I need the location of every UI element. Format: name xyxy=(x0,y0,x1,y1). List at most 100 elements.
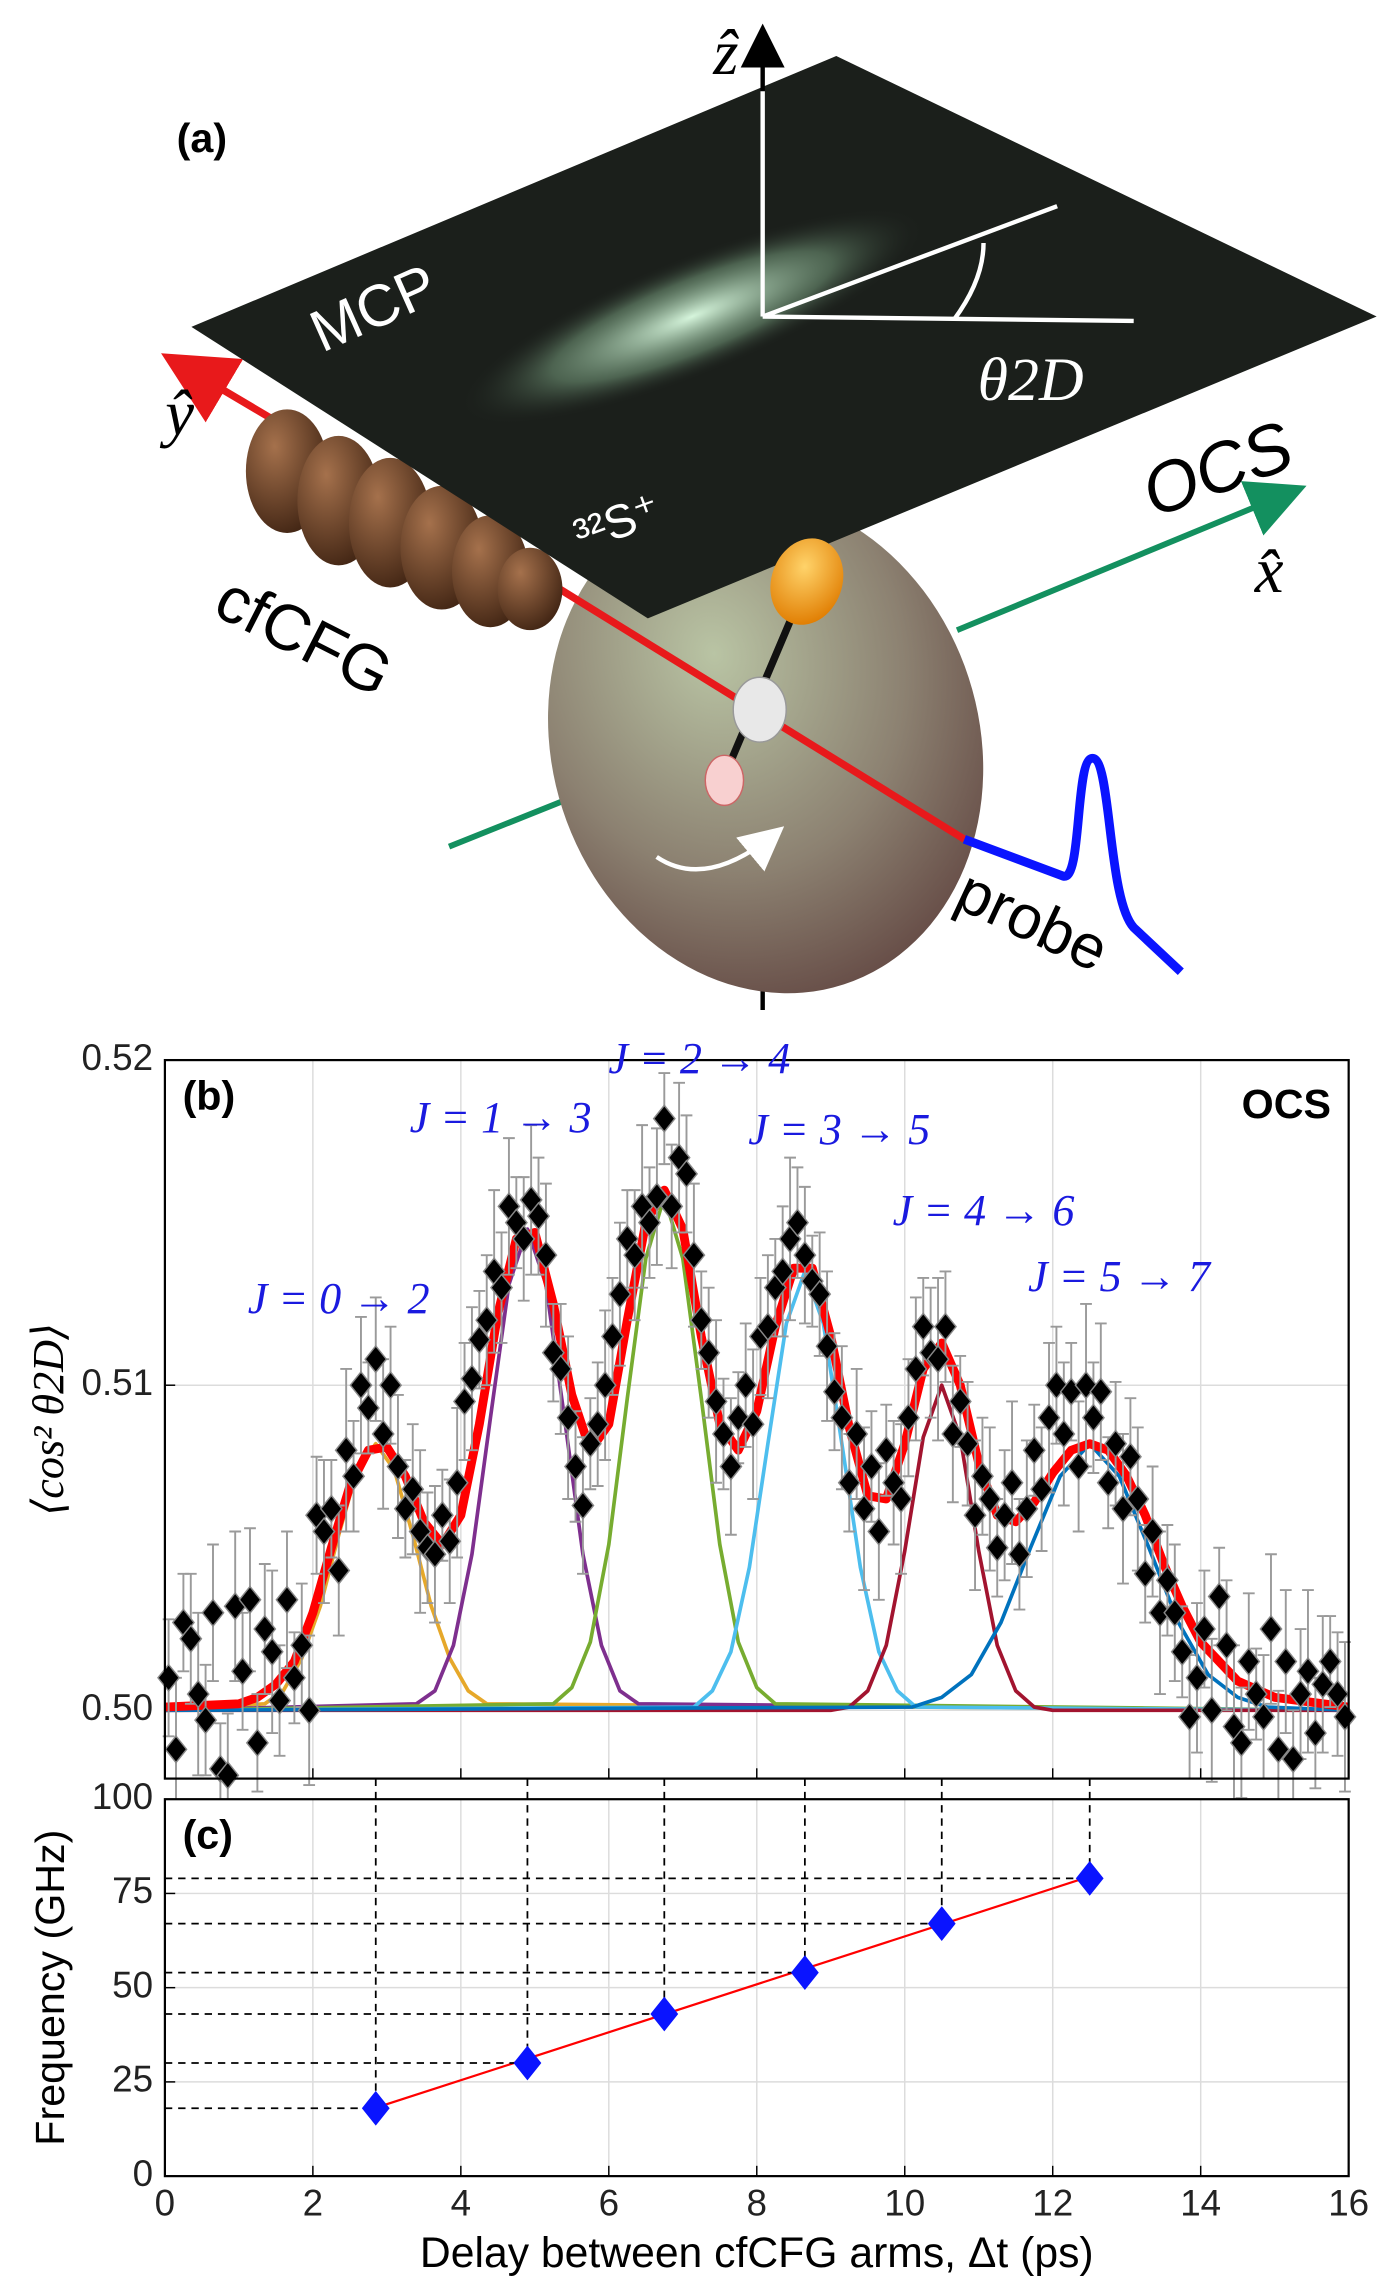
data-point xyxy=(571,1491,595,1520)
panel-label: (b) xyxy=(183,1072,236,1118)
x-axis-title: Delay between cfCFG arms, Δt (ps) xyxy=(420,2229,1094,2277)
data-point xyxy=(1215,1630,1239,1660)
data-point xyxy=(1244,1679,1268,1709)
data-point xyxy=(361,2090,390,2126)
x-tick-label: 14 xyxy=(1180,2182,1221,2223)
data-point xyxy=(1104,1429,1128,1459)
data-point xyxy=(1326,1679,1350,1709)
x-tick-label: 6 xyxy=(599,2182,619,2223)
data-point xyxy=(467,1325,491,1355)
data-point xyxy=(445,1468,469,1498)
data-point xyxy=(1311,1669,1335,1699)
data-point xyxy=(282,1663,306,1693)
data-point xyxy=(1207,1582,1231,1611)
x-tick-label: 10 xyxy=(884,2182,925,2223)
data-point xyxy=(845,1419,869,1449)
x-tick-label: 4 xyxy=(451,2182,471,2223)
data-point xyxy=(852,1494,876,1524)
data-point xyxy=(275,1585,299,1615)
y-axis-label: ŷ xyxy=(159,377,194,449)
data-point xyxy=(1044,1370,1068,1400)
data-point xyxy=(1096,1468,1120,1498)
data-point xyxy=(423,1539,447,1569)
plate-line xyxy=(762,314,1134,324)
data-point xyxy=(1296,1656,1320,1686)
data-point xyxy=(253,1614,277,1644)
data-point xyxy=(985,1533,1009,1563)
data-point xyxy=(1075,1860,1104,1896)
data-point xyxy=(704,1387,728,1416)
data-point xyxy=(549,1354,573,1384)
data-point xyxy=(1111,1494,1135,1524)
data-point xyxy=(911,1312,935,1342)
data-point xyxy=(933,1312,957,1342)
data-point xyxy=(1133,1559,1157,1589)
data-point xyxy=(889,1484,913,1514)
x-axis-label: x̂ xyxy=(1254,535,1284,607)
panel-label: (c) xyxy=(183,1811,233,1857)
sulfur-atom xyxy=(770,538,844,625)
data-point xyxy=(793,1240,817,1270)
fit-line xyxy=(368,1875,1091,2112)
data-point xyxy=(859,1452,884,1481)
rotation-disc xyxy=(548,493,984,994)
data-point xyxy=(231,1656,255,1686)
data-point xyxy=(645,1182,669,1212)
data-point xyxy=(674,1159,699,1189)
data-point xyxy=(245,1728,269,1758)
data-point xyxy=(1163,1598,1187,1628)
data-point xyxy=(963,1500,987,1530)
data-point xyxy=(837,1468,861,1498)
probe-label: probe xyxy=(946,856,1118,985)
data-point xyxy=(1052,1419,1076,1449)
data-point xyxy=(513,2045,542,2081)
data-point xyxy=(1274,1647,1298,1676)
data-point xyxy=(1022,1435,1046,1465)
data-point xyxy=(926,1344,950,1374)
data-point xyxy=(608,1279,632,1309)
data-point xyxy=(1170,1637,1194,1667)
data-point xyxy=(268,1686,292,1715)
data-point xyxy=(697,1338,721,1368)
data-point xyxy=(927,1906,956,1941)
data-point xyxy=(475,1305,499,1335)
data-point xyxy=(460,1364,484,1394)
data-point xyxy=(364,1344,388,1374)
molecule-label: OCS xyxy=(1242,1081,1331,1127)
data-point xyxy=(1266,1734,1290,1764)
y-tick-label: 0.50 xyxy=(81,1687,153,1728)
data-point xyxy=(179,1624,203,1654)
panel-label: (a) xyxy=(177,115,227,161)
data-point xyxy=(993,1500,1017,1530)
data-point xyxy=(1192,1614,1216,1644)
panel-a: (a) MCP ³²S⁺ cfCFG OCS probe ŷ ẑ x̂ θ2D xyxy=(159,17,1377,1011)
axes-frame xyxy=(163,1058,1350,1780)
y-tick-label: 0 xyxy=(133,2153,153,2194)
data-point xyxy=(830,1403,854,1433)
x-tick-label: 16 xyxy=(1328,2182,1369,2223)
data-point xyxy=(349,1370,373,1400)
data-point xyxy=(1229,1728,1253,1758)
data-point xyxy=(874,1435,898,1465)
data-point xyxy=(1030,1474,1054,1504)
x-tick-label: 2 xyxy=(303,2182,323,2223)
transition-label: J = 2 → 4 xyxy=(608,1034,790,1083)
data-point xyxy=(650,1996,679,2032)
y-tick-label: 25 xyxy=(112,2059,153,2100)
data-point xyxy=(1089,1377,1113,1407)
data-point xyxy=(600,1322,625,1351)
ion-image xyxy=(458,208,926,426)
data-point xyxy=(771,1256,795,1286)
data-point xyxy=(201,1598,225,1628)
data-point xyxy=(956,1429,980,1459)
x-tick-label: 8 xyxy=(747,2182,767,2223)
data-point xyxy=(371,1419,395,1449)
data-point xyxy=(452,1387,477,1416)
data-point xyxy=(556,1403,580,1433)
angle-label: θ2D xyxy=(978,346,1084,414)
cfcfg-bumps xyxy=(245,409,563,631)
data-point xyxy=(430,1500,454,1530)
data-point xyxy=(164,1734,188,1764)
y-axis-title: ⟨cos² θ2D⟩ xyxy=(24,1323,73,1516)
